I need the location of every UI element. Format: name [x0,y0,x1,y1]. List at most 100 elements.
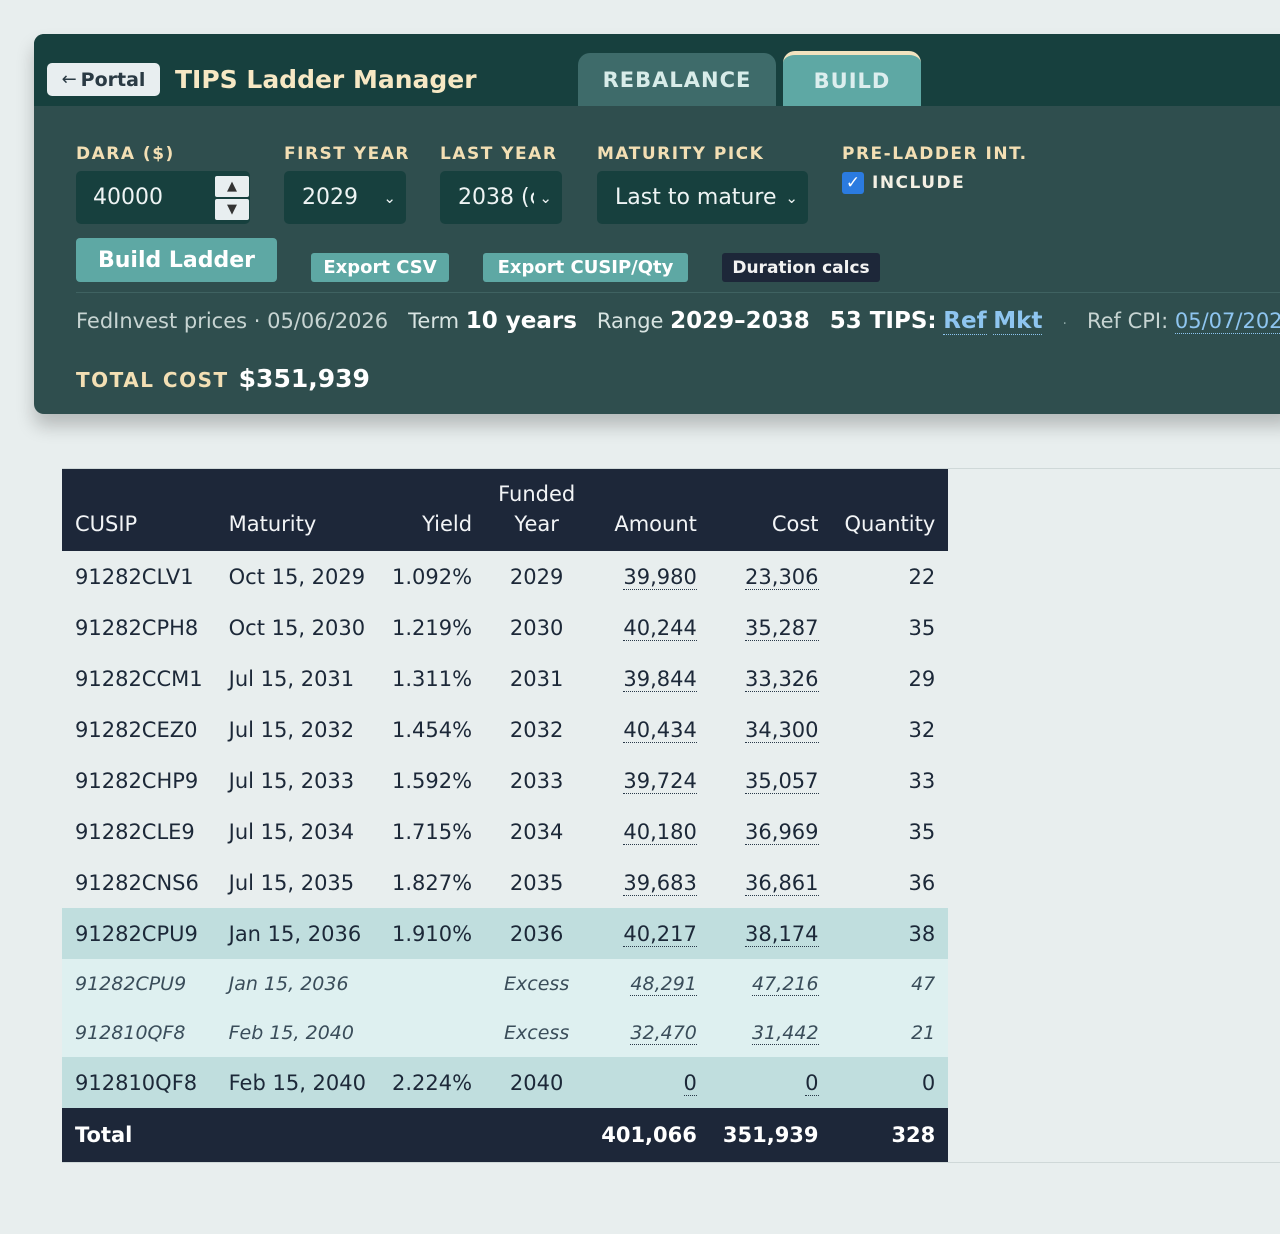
amount-cell[interactable]: 40,217 [588,908,710,959]
cost-cell-value[interactable]: 38,174 [745,921,819,947]
export-csv-button[interactable]: Export CSV [311,253,449,282]
col-maturity[interactable]: Maturity [228,512,317,536]
quantity-cell: 47 [911,972,936,995]
maturity-cell: Feb 15, 2040 [228,1070,366,1095]
last-year-value: 2038 (c [458,185,534,210]
tab-rebalance[interactable]: REBALANCE [578,53,776,106]
cost-cell-value[interactable]: 23,306 [745,564,819,590]
mkt-link[interactable]: Mkt [993,308,1043,335]
ladder-table: CUSIP Maturity Yield Funded Year Amount … [62,469,949,1162]
ref-cpi-link[interactable]: 05/07/2026 [1174,309,1280,334]
cost-cell-value[interactable]: 31,442 [752,1021,819,1045]
amount-cell-value[interactable]: 40,217 [623,921,697,947]
cost-cell-value[interactable]: 0 [805,1070,819,1096]
col-amount[interactable]: Amount [614,512,697,536]
cost-cell[interactable]: 23,306 [710,551,832,602]
decrement-icon[interactable]: ▼ [215,199,249,220]
amount-cell-value[interactable]: 40,434 [623,717,697,743]
first-year-select[interactable]: 2029 ⌄ [284,171,406,224]
amount-cell-value[interactable]: 48,291 [630,972,697,996]
total-quantity: 328 [891,1123,936,1147]
quantity-cell: 0 [921,1070,936,1095]
ref-cpi-label: Ref CPI: [1086,309,1169,333]
col-quantity[interactable]: Quantity [844,512,936,536]
amount-cell[interactable]: 39,683 [588,857,710,908]
cost-cell[interactable]: 31,442 [710,1008,832,1057]
amount-cell[interactable]: 0 [588,1057,710,1108]
amount-cell[interactable]: 40,244 [588,602,710,653]
amount-cell[interactable]: 40,180 [588,806,710,857]
include-checkbox[interactable]: ✓ [842,172,864,194]
dara-stepper[interactable]: ▲ ▼ [215,176,249,220]
cost-cell[interactable]: 35,057 [710,755,832,806]
cost-cell-value[interactable]: 36,861 [745,870,819,896]
amount-cell[interactable]: 39,724 [588,755,710,806]
col-cusip[interactable]: CUSIP [75,512,138,536]
pre-ladder-label: PRE-LADDER INT. [842,144,1028,164]
amount-cell[interactable]: 39,980 [588,551,710,602]
cost-cell-value[interactable]: 34,300 [745,717,819,743]
amount-cell-value[interactable]: 40,180 [623,819,697,845]
cost-cell-value[interactable]: 36,969 [745,819,819,845]
term-label: Term [408,309,460,333]
cost-cell[interactable]: 0 [710,1057,832,1108]
amount-cell[interactable]: 48,291 [588,959,710,1008]
cusip-cell: 91282CPU9 [75,921,198,946]
cost-cell-value[interactable]: 33,326 [745,666,819,692]
table-row: 91282CLE9 Jul 15, 2034 1.715% 2034 40,180 36,… [62,806,949,857]
cost-cell[interactable]: 47,216 [710,959,832,1008]
col-yield[interactable]: Yield [422,512,473,536]
maturity-cell: Oct 15, 2030 [228,615,366,640]
table-row: 91282CHP9 Jul 15, 2033 1.592% 2033 39,724 35,… [62,755,949,806]
cusip-cell: 91282CNS6 [75,870,199,895]
funded-year-cell: 2036 [509,921,564,946]
maturity-cell: Jan 15, 2036 [228,972,349,995]
maturity-cell: Jan 15, 2036 [228,921,362,946]
portal-back-button[interactable]: ← Portal [47,63,160,96]
cost-cell[interactable]: 38,174 [710,908,832,959]
amount-cell-value[interactable]: 0 [683,1070,697,1096]
amount-cell[interactable]: 39,844 [588,653,710,704]
total-cost-cell: 351,939 [722,1123,819,1147]
col-funded-year[interactable]: Funded Year [485,469,588,551]
maturity-pick-select[interactable]: Last to mature ⌄ [597,171,808,224]
amount-cell-value[interactable]: 39,980 [623,564,697,590]
table-header-row: CUSIP Maturity Yield Funded Year Amount … [62,469,949,551]
amount-cell-value[interactable]: 39,844 [623,666,697,692]
cost-cell-value[interactable]: 47,216 [752,972,819,996]
cost-cell-value[interactable]: 35,057 [745,768,819,794]
build-ladder-button[interactable]: Build Ladder [76,238,277,282]
total-label: Total [75,1123,133,1147]
ref-link[interactable]: Ref [943,308,987,335]
amount-cell-value[interactable]: 40,244 [623,615,697,641]
maturity-cell: Oct 15, 2029 [228,564,366,589]
last-year-select[interactable]: 2038 (c ⌄ [440,171,562,224]
increment-icon[interactable]: ▲ [215,176,249,197]
include-checkbox-row[interactable]: ✓ INCLUDE [842,172,965,194]
duration-calcs-button[interactable]: Duration calcs [722,253,880,282]
amount-cell-value[interactable]: 39,683 [623,870,697,896]
col-cost[interactable]: Cost [771,512,819,536]
yield-cell: 1.715% [392,819,473,844]
cost-cell[interactable]: 36,861 [710,857,832,908]
amount-cell[interactable]: 32,470 [588,1008,710,1057]
chevron-down-icon: ⌄ [785,188,798,207]
quantity-cell: 32 [908,717,936,742]
cost-cell[interactable]: 34,300 [710,704,832,755]
amount-cell-value[interactable]: 39,724 [623,768,697,794]
build-panel: ← Portal TIPS Ladder Manager REBALANCE B… [34,34,1280,414]
cusip-cell: 91282CHP9 [75,768,199,793]
export-cusip-button[interactable]: Export CUSIP/Qty [483,253,688,282]
cost-cell[interactable]: 33,326 [710,653,832,704]
cusip-cell: 91282CPU9 [75,972,187,995]
amount-cell-value[interactable]: 32,470 [630,1021,697,1045]
funded-year-cell: 2030 [509,615,564,640]
amount-cell[interactable]: 40,434 [588,704,710,755]
cost-cell[interactable]: 36,969 [710,806,832,857]
separator: · [1062,316,1067,332]
cost-cell[interactable]: 35,287 [710,602,832,653]
cost-cell-value[interactable]: 35,287 [745,615,819,641]
tab-build[interactable]: BUILD [783,51,921,106]
table-row: 91282CNS6 Jul 15, 2035 1.827% 2035 39,683 36,… [62,857,949,908]
yield-cell: 2.224% [392,1070,473,1095]
